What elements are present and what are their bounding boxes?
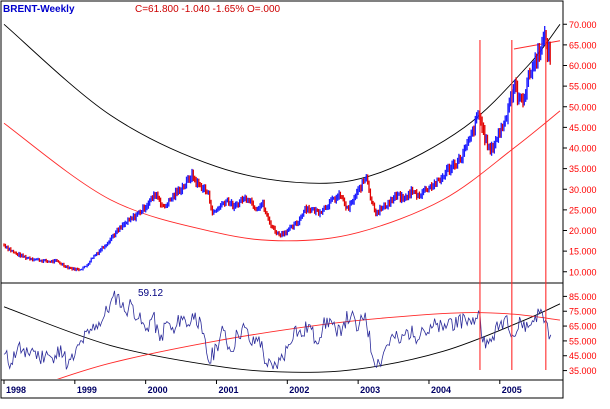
price-red-trendline — [513, 40, 561, 50]
price-tick-label: 20.000 — [569, 226, 597, 236]
price-tick-label: 30.000 — [569, 185, 597, 195]
rsi-tick-label: 65.000 — [569, 322, 597, 332]
rsi-panel-frame — [0, 282, 564, 381]
date-tick-label: 2004 — [431, 385, 451, 395]
price-tick-label: 70.000 — [569, 20, 597, 30]
date-tick-label: 1998 — [6, 385, 26, 395]
chart-quote: C=61.800 -1.040 -1.65% O=.000 — [135, 4, 281, 15]
date-tick-label: 2003 — [360, 385, 380, 395]
date-tick-label: 2000 — [148, 385, 168, 395]
price-tick-label: 15.000 — [569, 247, 597, 257]
rsi-value-label: 59.12 — [138, 288, 163, 299]
date-axis-frame — [0, 379, 564, 399]
price-tick-label: 10.000 — [569, 267, 597, 277]
rsi-arc-red — [56, 312, 561, 379]
chart-symbol: BRENT-Weekly — [3, 4, 75, 15]
price-arc-red — [3, 110, 561, 242]
rsi-line — [3, 290, 552, 370]
axis-layer: 10.000 15.000 20.000 25.000 30.000 35.000 40.0… — [3, 20, 597, 395]
rsi-tick-label: 45.000 — [569, 351, 597, 361]
rsi-tick-label: 75.000 — [569, 307, 597, 317]
price-tick-label: 35.000 — [569, 164, 597, 174]
rsi-tick-label: 55.000 — [569, 336, 597, 346]
price-tick-label: 55.000 — [569, 82, 597, 92]
rsi-tick-label: 35.000 — [569, 366, 597, 376]
price-tick-label: 40.000 — [569, 144, 597, 154]
date-tick-label: 2002 — [289, 385, 309, 395]
rsi-arc-black — [3, 303, 561, 373]
rsi-layer — [3, 290, 561, 379]
rsi-tick-label: 85.000 — [569, 292, 597, 302]
date-tick-label: 2005 — [502, 385, 522, 395]
price-tick-label: 25.000 — [569, 205, 597, 215]
price-tick-label: 65.000 — [569, 40, 597, 50]
date-tick-label: 1999 — [77, 385, 97, 395]
price-tick-label: 60.000 — [569, 61, 597, 71]
price-tick-label: 50.000 — [569, 102, 597, 112]
price-tick-label: 45.000 — [569, 123, 597, 133]
date-tick-label: 2001 — [218, 385, 238, 395]
